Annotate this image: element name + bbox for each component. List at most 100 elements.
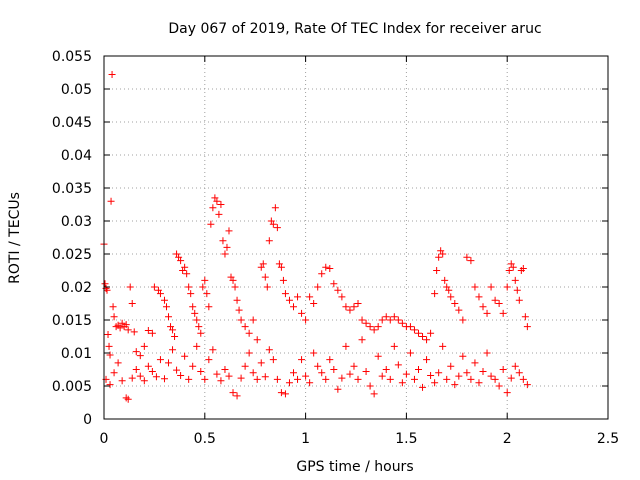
data-point	[221, 366, 229, 373]
data-point	[378, 316, 386, 324]
data-point	[483, 309, 491, 317]
data-point	[354, 375, 362, 383]
data-point	[165, 359, 173, 367]
data-point	[269, 356, 277, 364]
data-point	[261, 273, 269, 281]
data-point	[173, 366, 181, 374]
data-point	[410, 326, 418, 334]
data-point	[398, 319, 406, 327]
data-point	[298, 356, 306, 364]
data-point	[346, 306, 354, 314]
data-point	[441, 276, 449, 284]
y-tick-label: 0.015	[52, 313, 92, 329]
data-point	[515, 296, 523, 304]
data-point	[402, 370, 410, 378]
data-point	[487, 283, 495, 291]
data-point	[281, 390, 289, 398]
data-point	[235, 306, 243, 314]
data-point	[181, 352, 189, 360]
data-point	[203, 290, 211, 298]
data-point	[249, 316, 257, 324]
data-point	[523, 323, 531, 331]
data-point	[439, 250, 447, 258]
data-point	[140, 342, 148, 350]
data-point	[318, 369, 326, 377]
data-point	[103, 286, 111, 294]
data-point	[197, 367, 205, 375]
data-point	[511, 362, 519, 370]
y-tick-label: 0.045	[52, 115, 92, 131]
data-point	[193, 342, 201, 350]
data-point	[479, 367, 487, 375]
data-point	[370, 390, 378, 398]
data-point	[152, 373, 160, 381]
y-tick-label: 0	[83, 412, 92, 428]
data-point	[189, 362, 197, 370]
data-point	[107, 197, 115, 205]
data-point	[310, 300, 318, 307]
data-point	[298, 309, 306, 317]
data-point	[483, 349, 491, 357]
data-point	[467, 375, 475, 383]
data-point	[366, 323, 374, 331]
data-point	[382, 366, 390, 373]
data-point	[110, 313, 118, 321]
data-point	[378, 372, 386, 380]
data-point	[225, 227, 233, 235]
data-point	[423, 356, 431, 364]
data-point	[511, 276, 519, 284]
data-point	[394, 316, 402, 324]
data-point	[136, 352, 144, 360]
data-point	[201, 375, 209, 383]
data-point	[273, 224, 281, 232]
data-point	[467, 257, 475, 265]
data-point	[314, 362, 322, 370]
data-point	[195, 323, 203, 331]
data-point	[263, 283, 271, 291]
data-point	[463, 253, 471, 261]
data-point	[177, 371, 185, 379]
data-point	[185, 283, 193, 291]
data-point	[386, 316, 394, 324]
data-point	[374, 352, 382, 360]
data-point	[207, 220, 215, 228]
data-point	[290, 303, 298, 311]
data-point	[455, 306, 463, 314]
data-point	[342, 342, 350, 350]
data-point	[406, 349, 414, 357]
data-point	[201, 276, 209, 284]
data-point	[265, 237, 273, 245]
data-point	[475, 379, 483, 387]
data-point	[406, 323, 414, 331]
x-tick-label: 1.5	[395, 431, 417, 447]
y-tick-label: 0.02	[61, 280, 92, 296]
data-point	[322, 375, 330, 383]
data-point	[290, 369, 298, 377]
x-axis-title: GPS time / hours	[296, 459, 413, 475]
data-point	[219, 237, 227, 245]
data-point	[366, 382, 374, 390]
data-point	[306, 293, 314, 301]
data-point	[116, 324, 124, 332]
data-point	[519, 375, 527, 383]
data-point	[148, 329, 156, 337]
data-point	[354, 300, 362, 307]
data-point	[358, 336, 366, 344]
axis-ticks: 0 0.005 0.01 0.015 0.02 0.025 0.03 0.035 0.04 0.0…	[52, 49, 619, 447]
data-point	[431, 290, 439, 298]
data-point	[433, 267, 441, 274]
y-tick-label: 0.01	[61, 346, 92, 362]
data-point	[370, 326, 378, 334]
data-point	[513, 286, 521, 294]
data-point	[277, 389, 285, 397]
data-point	[509, 263, 517, 271]
data-point	[177, 257, 185, 265]
data-point	[185, 375, 193, 383]
data-point	[273, 375, 281, 383]
data-point	[171, 333, 179, 340]
data-point	[435, 369, 443, 377]
data-point	[451, 381, 459, 389]
data-point	[471, 359, 479, 367]
data-point	[342, 303, 350, 311]
